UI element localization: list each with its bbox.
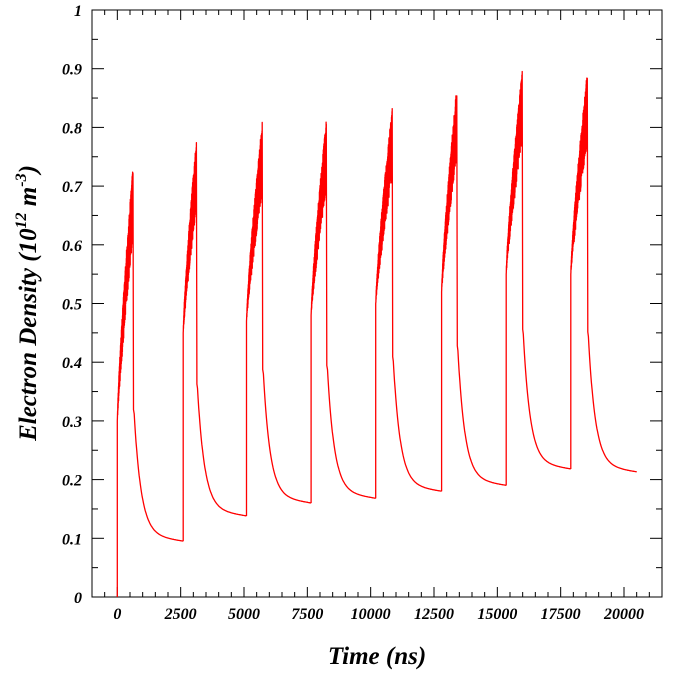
x-tick-label: 20000 [603, 606, 644, 623]
y-axis-title-exp2: -3 [13, 173, 30, 186]
x-axis-ticks: 0 2500 5000 7500 10000 12500 15000 17500 20000 [91, 10, 663, 623]
pulse-segment-8 [570, 77, 637, 473]
y-tick-label: 0.3 [62, 414, 82, 431]
x-tick-label: 10000 [351, 606, 391, 623]
x-tick-label: 12500 [414, 606, 454, 623]
y-tick-label: 1 [74, 3, 82, 20]
y-tick-label: 0.6 [62, 238, 82, 255]
y-tick-label: 0.4 [62, 355, 82, 372]
x-tick-label: 2500 [164, 606, 197, 623]
pulse-segment-2 [182, 142, 247, 542]
pulse-segment-3 [245, 121, 312, 516]
y-tick-label: 0.9 [62, 62, 82, 79]
x-tick-label: 5000 [228, 606, 260, 623]
x-tick-label: 0 [113, 606, 121, 623]
pulse-segment-1 [116, 171, 184, 597]
y-tick-label: 0.7 [62, 179, 83, 196]
y-tick-label: 0.2 [62, 473, 82, 490]
y-tick-label: 0 [74, 590, 82, 607]
y-tick-label: 0.8 [62, 120, 82, 137]
pulse-segment-7 [505, 70, 571, 486]
y-axis-ticks: 0 0.1 0.2 0.3 0.4 0.5 0.6 0.7 0.8 0.9 1 [62, 3, 662, 607]
y-tick-label: 0.1 [62, 531, 82, 548]
data-series [116, 70, 637, 597]
y-axis-title-exp1: 12 [13, 212, 30, 228]
y-axis-title-mid: m [15, 187, 42, 213]
pulse-segment-4 [310, 121, 376, 504]
pulse-segment-6 [440, 95, 507, 492]
y-axis-title: Electron Density (1012 m-3) [13, 165, 42, 442]
x-tick-label: 17500 [541, 606, 581, 623]
pulse-segment-5 [375, 108, 442, 499]
x-tick-label: 7500 [291, 606, 323, 623]
y-axis-title-base: Electron Density (10 [15, 228, 42, 442]
y-tick-label: 0.5 [62, 297, 82, 314]
x-tick-label: 15000 [477, 606, 517, 623]
plot-frame [91, 9, 663, 598]
y-axis-title-end: ) [15, 165, 42, 175]
x-axis-title: Time (ns) [328, 643, 426, 670]
